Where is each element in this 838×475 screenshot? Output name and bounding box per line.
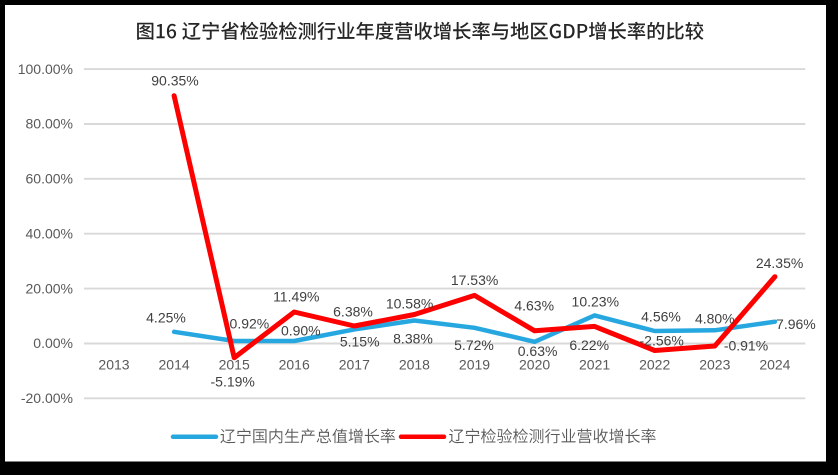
- svg-text:2014: 2014: [159, 357, 190, 373]
- svg-text:4.25%: 4.25%: [146, 309, 186, 325]
- svg-text:7.96%: 7.96%: [776, 316, 816, 332]
- svg-text:-20.00%: -20.00%: [21, 390, 73, 406]
- svg-text:4.63%: 4.63%: [514, 298, 554, 314]
- svg-text:0.92%: 0.92%: [230, 316, 270, 332]
- svg-text:-0.91%: -0.91%: [724, 337, 768, 353]
- svg-text:24.35%: 24.35%: [756, 255, 803, 271]
- svg-text:11.49%: 11.49%: [273, 288, 319, 304]
- svg-text:6.38%: 6.38%: [333, 304, 373, 320]
- svg-text:100.00%: 100.00%: [18, 61, 73, 77]
- svg-text:2013: 2013: [98, 357, 129, 373]
- svg-text:0.00%: 0.00%: [33, 335, 73, 351]
- svg-text:2015: 2015: [219, 357, 250, 373]
- svg-text:4.80%: 4.80%: [695, 311, 735, 327]
- svg-text:5.15%: 5.15%: [340, 333, 380, 349]
- svg-text:10.23%: 10.23%: [572, 293, 619, 309]
- svg-text:2020: 2020: [519, 357, 550, 373]
- svg-text:0.90%: 0.90%: [281, 322, 321, 338]
- svg-text:-5.19%: -5.19%: [211, 373, 255, 389]
- svg-text:5.72%: 5.72%: [454, 337, 494, 353]
- svg-text:60.00%: 60.00%: [26, 171, 73, 187]
- svg-text:2019: 2019: [459, 357, 490, 373]
- svg-text:8.38%: 8.38%: [393, 330, 433, 346]
- svg-text:17.53%: 17.53%: [451, 272, 498, 288]
- svg-text:2017: 2017: [339, 357, 370, 373]
- svg-text:2022: 2022: [639, 357, 670, 373]
- svg-text:-2.56%: -2.56%: [640, 332, 684, 348]
- svg-text:20.00%: 20.00%: [26, 280, 73, 296]
- svg-text:4.56%: 4.56%: [641, 308, 681, 324]
- svg-text:90.35%: 90.35%: [151, 73, 198, 89]
- svg-text:6.22%: 6.22%: [569, 337, 609, 353]
- svg-text:2021: 2021: [579, 357, 610, 373]
- svg-text:10.58%: 10.58%: [386, 295, 433, 311]
- svg-text:40.00%: 40.00%: [26, 225, 73, 241]
- svg-text:2023: 2023: [699, 357, 730, 373]
- svg-text:80.00%: 80.00%: [26, 116, 73, 132]
- svg-text:2024: 2024: [759, 357, 790, 373]
- svg-text:0.63%: 0.63%: [518, 343, 558, 359]
- svg-text:2018: 2018: [399, 357, 430, 373]
- svg-text:2016: 2016: [279, 357, 310, 373]
